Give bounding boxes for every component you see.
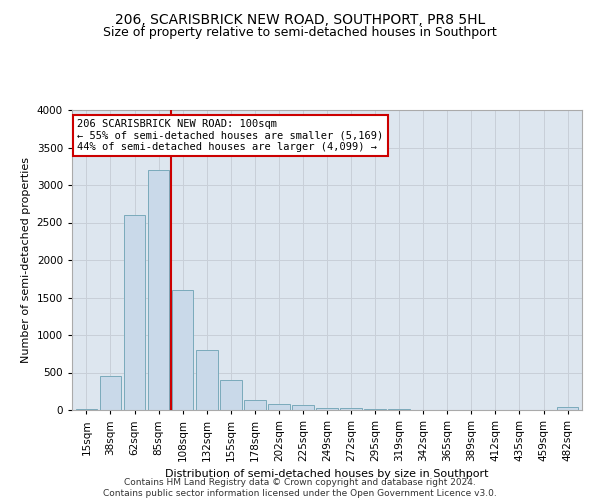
Bar <box>340 408 362 410</box>
Text: 206, SCARISBRICK NEW ROAD, SOUTHPORT, PR8 5HL: 206, SCARISBRICK NEW ROAD, SOUTHPORT, PR… <box>115 12 485 26</box>
Bar <box>292 405 314 410</box>
Bar <box>76 409 97 410</box>
Y-axis label: Number of semi-detached properties: Number of semi-detached properties <box>21 157 31 363</box>
Text: Size of property relative to semi-detached houses in Southport: Size of property relative to semi-detach… <box>103 26 497 39</box>
Bar <box>316 408 338 410</box>
Bar <box>268 404 290 410</box>
Bar <box>124 215 145 410</box>
Bar <box>172 290 193 410</box>
Bar <box>220 380 242 410</box>
Bar <box>100 376 121 410</box>
Text: Contains HM Land Registry data © Crown copyright and database right 2024.
Contai: Contains HM Land Registry data © Crown c… <box>103 478 497 498</box>
Text: 206 SCARISBRICK NEW ROAD: 100sqm
← 55% of semi-detached houses are smaller (5,16: 206 SCARISBRICK NEW ROAD: 100sqm ← 55% o… <box>77 119 383 152</box>
Bar <box>244 400 266 410</box>
Bar <box>557 407 578 410</box>
X-axis label: Distribution of semi-detached houses by size in Southport: Distribution of semi-detached houses by … <box>165 470 489 480</box>
Bar <box>148 170 169 410</box>
Bar <box>364 408 386 410</box>
Bar <box>196 350 218 410</box>
